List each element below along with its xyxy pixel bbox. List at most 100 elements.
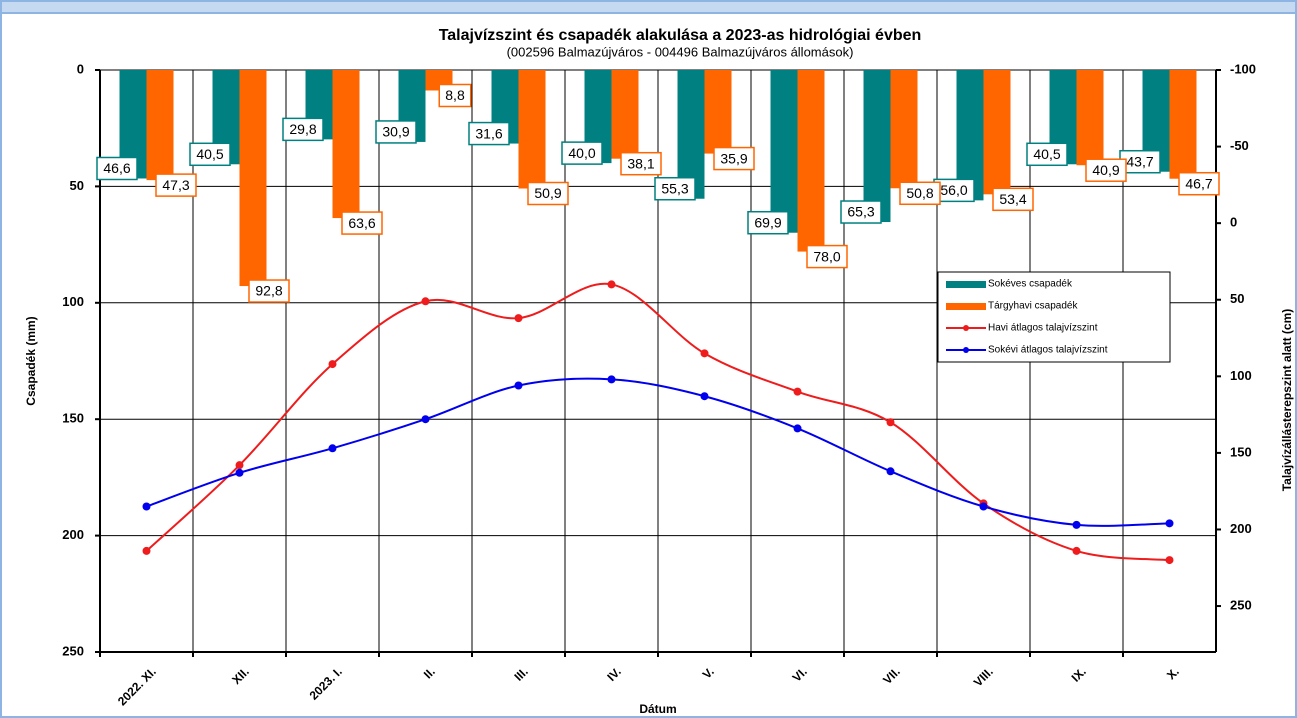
line bbox=[146, 377, 1170, 527]
point bbox=[1072, 546, 1081, 555]
data-label-text: 38,1 bbox=[627, 155, 654, 171]
data-label-text: 55,3 bbox=[661, 180, 688, 196]
x-axis-label: Dátum bbox=[639, 702, 676, 716]
data-label-text: 40,0 bbox=[568, 145, 595, 161]
data-label-box bbox=[806, 244, 848, 269]
bar bbox=[146, 70, 174, 181]
y2-tick-label: 250 bbox=[1230, 597, 1252, 612]
legend-dot bbox=[963, 325, 969, 331]
data-label-text: 8,8 bbox=[445, 87, 465, 103]
point bbox=[421, 415, 430, 424]
data-label: 40,9 bbox=[1085, 158, 1127, 182]
data-label: 47,3 bbox=[155, 173, 197, 197]
point bbox=[700, 392, 709, 401]
data-label-box bbox=[713, 146, 755, 171]
y2-tick-label: 150 bbox=[1230, 444, 1252, 459]
data-label-text: 46,7 bbox=[1185, 175, 1212, 191]
data-label-text: 30,9 bbox=[382, 124, 409, 140]
data-label-box bbox=[561, 141, 603, 165]
point bbox=[235, 468, 244, 477]
bar bbox=[332, 70, 360, 219]
bar bbox=[890, 70, 918, 189]
data-label-box bbox=[189, 142, 231, 167]
data-label-text: 92,8 bbox=[255, 283, 282, 299]
data-label: 30,9 bbox=[375, 120, 417, 144]
data-label: 46,6 bbox=[96, 156, 138, 181]
data-label-box bbox=[375, 120, 417, 144]
y2-tick-label: -100 bbox=[1230, 61, 1256, 76]
point bbox=[1165, 519, 1174, 528]
point bbox=[607, 375, 616, 384]
data-label-box bbox=[747, 210, 789, 235]
chart-subtitle: (002596 Balmazújváros - 004496 Balmazújv… bbox=[507, 44, 854, 59]
point bbox=[607, 280, 616, 289]
point bbox=[142, 546, 151, 555]
data-label-text: 43,7 bbox=[1126, 153, 1153, 169]
point bbox=[793, 424, 802, 433]
data-label: 40,0 bbox=[561, 141, 603, 165]
y-tick-label: 150 bbox=[62, 411, 84, 426]
point bbox=[1072, 520, 1081, 529]
point bbox=[886, 418, 895, 427]
point bbox=[979, 502, 988, 511]
point bbox=[142, 502, 151, 511]
data-label: 29,8 bbox=[282, 117, 324, 142]
point bbox=[886, 467, 895, 476]
y2-tick-label: 0 bbox=[1230, 215, 1237, 230]
data-label-box bbox=[282, 117, 324, 142]
data-label-box bbox=[1085, 158, 1127, 182]
point bbox=[328, 444, 337, 453]
y2-tick-label: -50 bbox=[1230, 138, 1249, 153]
data-label-text: 31,6 bbox=[475, 125, 502, 141]
data-label: 35,9 bbox=[713, 146, 755, 171]
chart-title: Talajvízszint és csapadék alakulása a 20… bbox=[439, 27, 922, 44]
legend-label: Havi átlagos talajvízszint bbox=[988, 323, 1098, 334]
data-label-box bbox=[620, 151, 662, 176]
legend: Sokéves csapadék Tárgyhavi csapadék Havi á… bbox=[937, 271, 1171, 363]
y-tick-label: 100 bbox=[62, 294, 84, 309]
y2-tick-label: 50 bbox=[1230, 291, 1244, 306]
bar bbox=[797, 70, 825, 252]
data-label: 8,8 bbox=[438, 83, 472, 108]
legend-swatch bbox=[946, 303, 986, 310]
y-tick-label: 0 bbox=[77, 61, 84, 76]
data-label-text: 40,5 bbox=[1033, 146, 1060, 162]
point bbox=[514, 314, 523, 323]
data-label: 53,4 bbox=[992, 187, 1034, 212]
data-label-text: 56,0 bbox=[940, 182, 967, 198]
data-label-text: 78,0 bbox=[813, 248, 840, 264]
data-label: 31,6 bbox=[468, 121, 510, 146]
legend-dot bbox=[963, 347, 969, 353]
data-label-box bbox=[468, 121, 510, 146]
data-label: 55,3 bbox=[654, 176, 696, 201]
data-label: 69,9 bbox=[747, 210, 789, 235]
data-label: 50,9 bbox=[527, 181, 569, 206]
y2-axis-label: Talajvízállásterepszint alatt (cm) bbox=[1280, 309, 1294, 492]
data-label-text: 50,8 bbox=[906, 185, 933, 201]
data-label: 92,8 bbox=[248, 279, 290, 303]
bar bbox=[239, 70, 267, 287]
data-label-text: 53,4 bbox=[999, 191, 1026, 207]
bar bbox=[611, 70, 639, 159]
bar bbox=[863, 70, 891, 223]
data-label: 38,1 bbox=[620, 151, 662, 176]
data-label-box bbox=[1026, 142, 1068, 167]
y-tick-label: 250 bbox=[62, 643, 84, 658]
data-label-box bbox=[527, 181, 569, 206]
data-label-text: 65,3 bbox=[847, 204, 874, 220]
data-label-box bbox=[840, 200, 882, 224]
data-label-text: 63,6 bbox=[348, 215, 375, 231]
data-label: 40,5 bbox=[189, 142, 231, 167]
data-label-box bbox=[248, 279, 290, 303]
bar bbox=[983, 70, 1011, 195]
point bbox=[1165, 556, 1174, 565]
data-label-text: 47,3 bbox=[162, 177, 189, 193]
legend-swatch bbox=[946, 281, 986, 288]
data-label-box bbox=[341, 211, 383, 235]
legend-label: Tárgyhavi csapadék bbox=[988, 301, 1078, 312]
y2-tick-label: 100 bbox=[1230, 368, 1252, 383]
point bbox=[235, 461, 244, 470]
legend-label: Sokéves csapadék bbox=[988, 279, 1073, 290]
